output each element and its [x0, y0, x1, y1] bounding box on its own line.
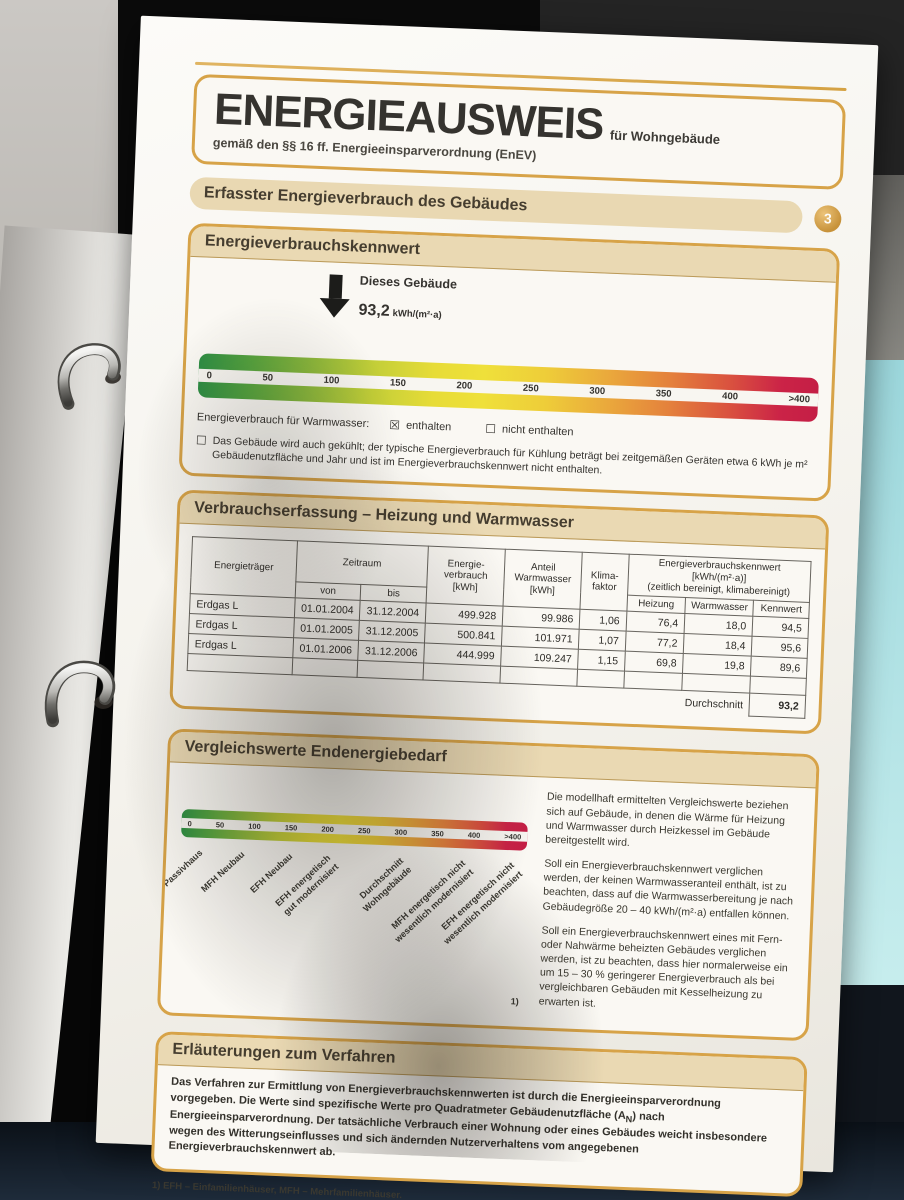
col-zeitraum: Zeitraum: [295, 541, 429, 587]
energieausweis-page: ENERGIEAUSWEIS für Wohngebäude gemäß den…: [95, 15, 879, 1200]
checkbox-checked-icon: ☒: [389, 417, 401, 433]
average-value: 93,2: [749, 693, 806, 719]
marker-value: 93,2: [358, 301, 391, 320]
scale-tick: 400: [467, 830, 481, 840]
option-nicht-enthalten: nicht enthalten: [501, 423, 574, 439]
col-klimafaktor: Klima- faktor: [580, 552, 629, 612]
erlaeuterungen-box: Erläuterungen zum Verfahren Das Verfahre…: [150, 1031, 808, 1198]
comparison-tick-band: 0 50 100 150 200 250 300 350 400 >400: [181, 818, 528, 843]
scale-tick: 250: [357, 825, 371, 836]
scale-tick: 0: [187, 819, 192, 829]
comparison-explanatory-text: Die modellhaft ermittelten Vergleichswer…: [538, 790, 801, 1034]
scale-tick: 0: [206, 370, 213, 382]
scale-tick: 400: [721, 390, 739, 403]
scale-tick: 100: [248, 821, 261, 831]
col-energietraeger: Energieträger: [190, 536, 298, 599]
paragraph: Soll ein Energieverbrauchskennwert vergl…: [542, 857, 794, 922]
scale-tick: 200: [321, 824, 335, 834]
scale-tick: 100: [323, 374, 340, 387]
page-title-suffix: für Wohngebäude: [609, 127, 721, 147]
scale-tick: 200: [456, 380, 473, 392]
scale-tick: 350: [431, 828, 444, 839]
scale-tick: 300: [394, 827, 408, 837]
section-header-erfasster-energieverbrauch: Erfasster Energieverbrauch des Gebäudes: [189, 176, 804, 234]
scale-tick: 50: [262, 372, 274, 384]
average-label: Durchschnitt: [684, 696, 744, 711]
scale-tick: 350: [655, 388, 672, 400]
scale-tick: 300: [589, 385, 606, 398]
col-energieverbrauch: Energie- verbrauch [kWh]: [426, 546, 506, 607]
kennwert-box: Energieverbrauchskennwert Dieses Gebäude…: [178, 222, 841, 503]
paragraph: Die modellhaft ermittelten Vergleichswer…: [545, 790, 789, 849]
scale-tick: 150: [389, 377, 407, 390]
marker-label: Dieses Gebäude: [359, 273, 458, 292]
comparison-category-labels: Passivhaus MFH Neubau EFH Neubau EFH ene…: [161, 841, 527, 1023]
binder-ring: [57, 343, 121, 410]
scale-tick: >400: [788, 393, 811, 406]
building-arrow-icon: [319, 274, 351, 319]
paragraph: Soll ein Energieverbrauchskennwert eines…: [538, 924, 789, 1010]
binder-ring: [44, 660, 116, 728]
verbrauch-box: Verbrauchserfassung – Heizung und Warmwa…: [169, 489, 830, 735]
checkbox-unchecked-icon: ☐: [484, 421, 497, 437]
footnote-marker: 1): [510, 996, 519, 1007]
checkbox-unchecked-icon: ☐: [195, 433, 207, 448]
col-anteil-warmwasser: Anteil Warmwasser [kWh]: [503, 549, 583, 610]
scale-tick: 50: [215, 820, 225, 830]
scale-tick: 150: [284, 822, 298, 833]
warmwasser-label: Energieverbrauch für Warmwasser:: [196, 411, 370, 431]
marker-unit: kWh/(m²·a): [392, 307, 442, 321]
title-box: ENERGIEAUSWEIS für Wohngebäude gemäß den…: [191, 73, 847, 190]
section-number-badge: 3: [813, 204, 842, 233]
scale-tick-band: 0 50 100 150 200 250 300 350 400 >400: [198, 368, 819, 407]
scale-tick: 250: [522, 382, 539, 395]
option-enthalten: enthalten: [405, 419, 452, 434]
verbrauch-table: Energieträger Zeitraum Energie- verbrauc…: [186, 536, 812, 719]
scale-tick: >400: [504, 831, 522, 842]
vergleichswerte-box: Vergleichswerte Endenergiebedarf 0 50 10…: [156, 728, 820, 1042]
